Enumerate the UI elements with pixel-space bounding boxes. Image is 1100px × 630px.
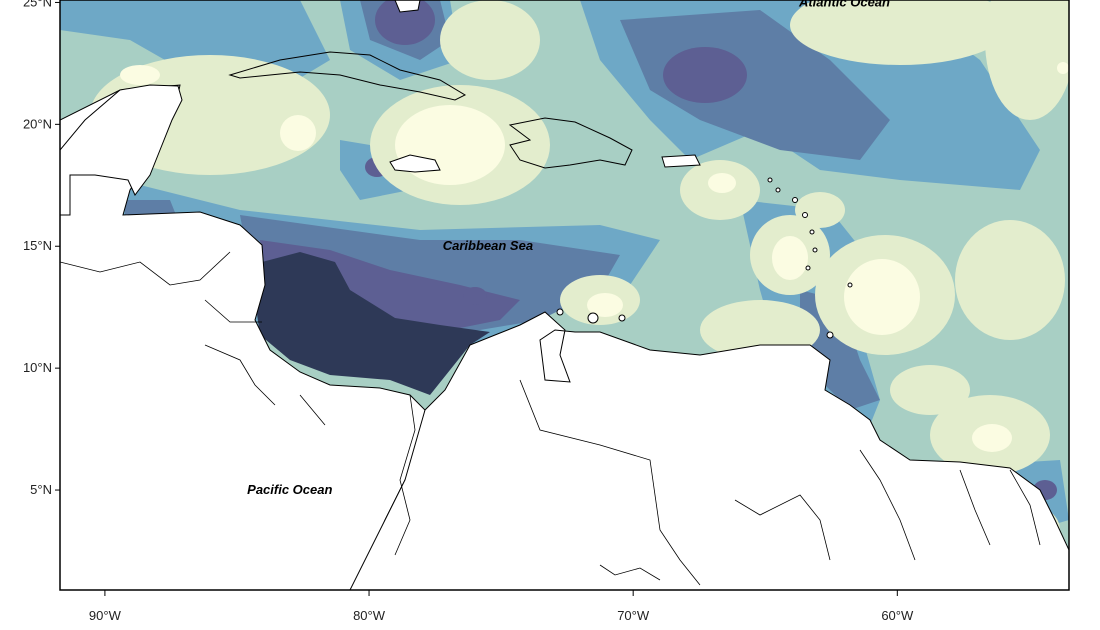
x-tick-label: 60°W (881, 608, 914, 623)
y-tick-label: 5°N (30, 482, 52, 497)
land-south-america (349, 311, 1069, 590)
land-yucatan (60, 84, 183, 216)
contour-field (60, 0, 1069, 590)
land-hispaniola (508, 117, 633, 169)
pacific-ocean-label: Pacific Ocean (247, 482, 332, 497)
y-axis: 25°N 20°N 15°N 10°N 5°N (23, 0, 60, 497)
x-tick-label: 80°W (353, 608, 386, 623)
land-florida (394, 0, 421, 13)
region-labels: Atlantic Ocean Caribbean Sea Pacific Ocean (247, 0, 890, 497)
x-tick-label: 70°W (617, 608, 650, 623)
land-puerto-rico (661, 154, 701, 168)
caribbean-sea-label: Caribbean Sea (443, 238, 533, 253)
y-tick-label: 15°N (23, 238, 52, 253)
y-tick-label: 10°N (23, 360, 52, 375)
y-tick-label: 25°N (23, 0, 52, 9)
land-jamaica (389, 154, 441, 173)
x-tick-label: 90°W (89, 608, 122, 623)
land-cuba (228, 51, 467, 101)
y-tick-label: 20°N (23, 116, 52, 131)
x-axis: 90°W 80°W 70°W 60°W (89, 590, 914, 623)
plot-frame (59, 0, 1070, 591)
atlantic-ocean-label: Atlantic Ocean (798, 0, 890, 9)
